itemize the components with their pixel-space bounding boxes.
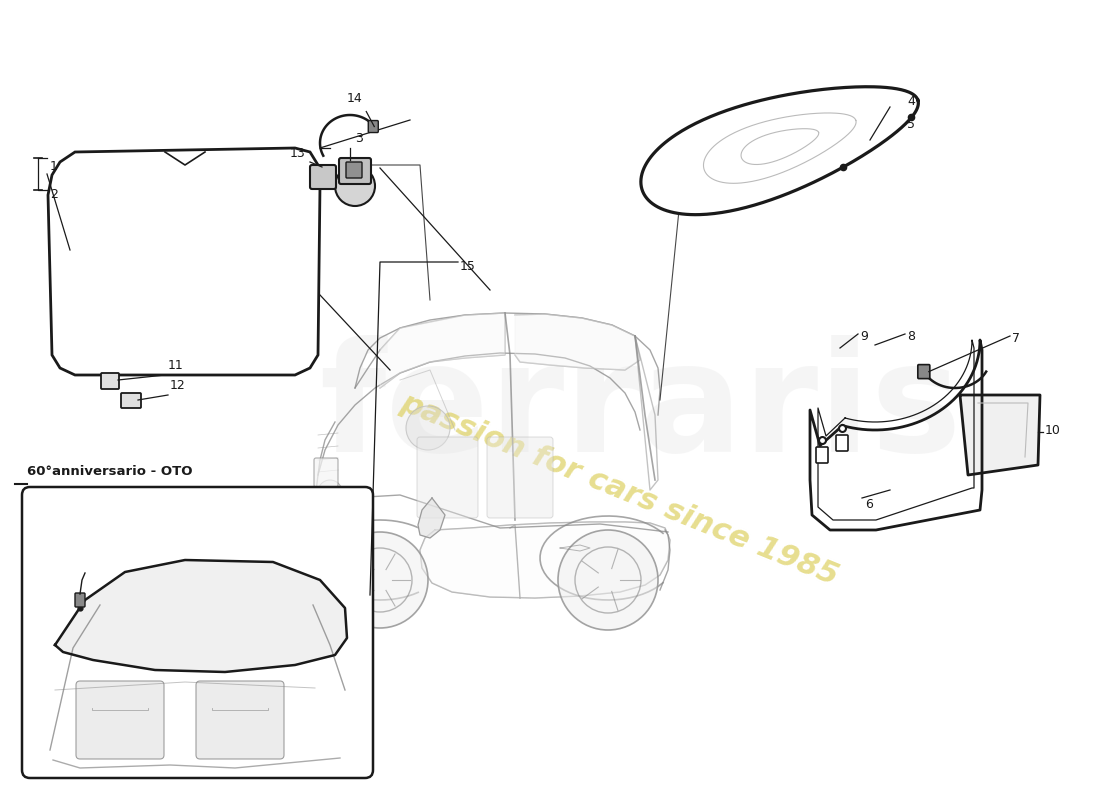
Text: 9: 9 (860, 330, 868, 343)
Polygon shape (960, 395, 1040, 475)
FancyBboxPatch shape (487, 437, 553, 518)
Polygon shape (641, 86, 918, 214)
Text: 6: 6 (865, 498, 873, 511)
Polygon shape (379, 313, 505, 388)
Circle shape (332, 532, 428, 628)
FancyBboxPatch shape (339, 158, 371, 184)
Circle shape (336, 166, 375, 206)
Text: 60°anniversario - OTO: 60°anniversario - OTO (28, 465, 192, 478)
Polygon shape (55, 560, 346, 672)
FancyBboxPatch shape (22, 487, 373, 778)
FancyBboxPatch shape (816, 447, 828, 463)
Polygon shape (515, 314, 640, 370)
Text: 13: 13 (289, 147, 305, 160)
FancyBboxPatch shape (417, 437, 478, 518)
Text: 15: 15 (460, 260, 476, 273)
Text: 1: 1 (50, 160, 58, 173)
Circle shape (406, 406, 450, 450)
FancyBboxPatch shape (310, 165, 336, 189)
FancyBboxPatch shape (196, 681, 284, 759)
Text: 5: 5 (908, 118, 915, 131)
FancyBboxPatch shape (836, 435, 848, 451)
FancyBboxPatch shape (75, 593, 85, 607)
Polygon shape (420, 522, 670, 598)
Text: 11: 11 (168, 359, 184, 372)
FancyBboxPatch shape (121, 393, 141, 408)
Circle shape (558, 530, 658, 630)
FancyBboxPatch shape (346, 162, 362, 178)
FancyBboxPatch shape (101, 373, 119, 389)
Text: 10: 10 (1045, 423, 1060, 437)
Text: 4: 4 (908, 95, 915, 108)
Text: 2: 2 (50, 188, 58, 201)
Text: 12: 12 (170, 379, 186, 392)
Circle shape (318, 480, 342, 504)
Text: 7: 7 (1012, 332, 1020, 345)
Text: ferraris: ferraris (319, 335, 961, 485)
Text: passion for cars since 1985: passion for cars since 1985 (397, 389, 844, 591)
Text: 3: 3 (355, 132, 363, 145)
FancyBboxPatch shape (368, 121, 378, 133)
Polygon shape (418, 498, 446, 538)
FancyBboxPatch shape (314, 458, 338, 487)
FancyBboxPatch shape (917, 365, 930, 378)
Text: 8: 8 (908, 330, 915, 343)
Text: 14: 14 (346, 91, 362, 105)
Polygon shape (48, 148, 320, 375)
FancyBboxPatch shape (76, 681, 164, 759)
